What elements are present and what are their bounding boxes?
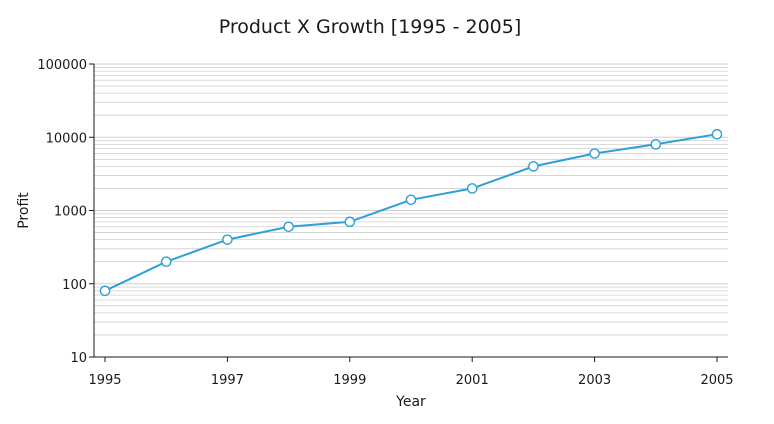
y-tick-label: 1000 (54, 205, 87, 220)
y-tick-label: 100000 (37, 58, 87, 73)
x-axis-ticks: 1995 1997 1999 2001 2003 2005 (88, 357, 734, 388)
data-point-2004 (650, 139, 662, 150)
x-tick-label: 1995 (88, 373, 121, 388)
data-point-1997 (222, 234, 233, 245)
data-point-1996 (160, 256, 172, 267)
data-point-2002 (528, 161, 539, 172)
x-tick-label: 2001 (456, 373, 489, 388)
y-axis-ticks: 10 100 1000 10000 100000 (37, 58, 94, 366)
data-point-2001 (466, 183, 478, 194)
data-point-1998 (283, 221, 294, 233)
data-point-2003 (589, 148, 600, 159)
data-point-1995 (99, 285, 111, 297)
grid-lines (94, 63, 728, 358)
x-axis-title: Year (395, 394, 426, 410)
data-point-2000 (405, 194, 417, 206)
data-points (99, 128, 723, 297)
x-tick-label: 2003 (578, 373, 611, 388)
x-tick-label: 1997 (211, 373, 244, 388)
chart-title: Product X Growth [1995 - 2005] (218, 16, 522, 38)
y-axis-title: Profit (16, 192, 32, 229)
y-tick-label: 100 (62, 278, 87, 293)
data-point-1999 (344, 216, 356, 228)
y-tick-label: 10 (70, 351, 87, 366)
x-tick-label: 1999 (333, 373, 366, 388)
y-tick-label: 10000 (46, 131, 87, 146)
x-tick-label: 2005 (700, 373, 733, 388)
series-line (104, 133, 718, 292)
data-point-2005 (711, 128, 723, 140)
